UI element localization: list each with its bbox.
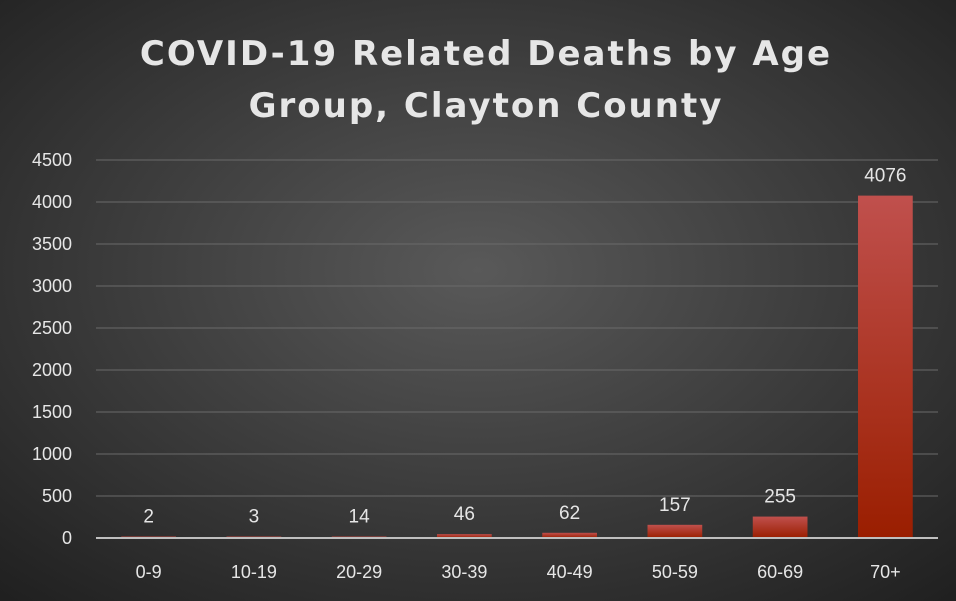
x-tick-label-10-19: 10-19 — [231, 562, 277, 582]
y-tick-label: 3000 — [32, 276, 72, 296]
x-tick-label-30-39: 30-39 — [441, 562, 487, 582]
bar-70+ — [858, 195, 913, 538]
bar-40-49 — [542, 532, 597, 538]
data-label-30-39: 46 — [454, 504, 475, 525]
data-labels: 2 3 14 46 62 157 255 4076 — [143, 166, 906, 528]
data-label-0-9: 2 — [143, 507, 154, 528]
x-tick-label-40-49: 40-49 — [547, 562, 593, 582]
y-tick-label: 4500 — [32, 150, 72, 170]
y-tick-label: 500 — [42, 486, 72, 506]
bars — [121, 195, 913, 538]
chart-title: COVID-19 Related Deaths by Age Group, Cl… — [140, 34, 832, 126]
x-axis-tick-labels: 0-9 10-19 20-29 30-39 40-49 50-59 60-69 70+ — [136, 562, 901, 582]
x-tick-label-0-9: 0-9 — [136, 562, 162, 582]
y-tick-label: 2000 — [32, 360, 72, 380]
y-tick-label: 0 — [62, 528, 72, 548]
x-tick-label-70+: 70+ — [870, 562, 901, 582]
bar-30-39 — [437, 534, 492, 538]
data-label-10-19: 3 — [249, 507, 260, 528]
x-tick-label-50-59: 50-59 — [652, 562, 698, 582]
y-tick-label: 1500 — [32, 402, 72, 422]
y-axis-tick-labels: 0 500 1000 1500 2000 2500 3000 3500 4000 4500 — [32, 150, 72, 548]
data-label-40-49: 62 — [559, 503, 580, 524]
y-tick-label: 4000 — [32, 192, 72, 212]
chart-title-line-1: COVID-19 Related Deaths by Age — [140, 34, 832, 74]
y-tick-label: 2500 — [32, 318, 72, 338]
x-tick-label-60-69: 60-69 — [757, 562, 803, 582]
data-label-70+: 4076 — [864, 166, 906, 187]
bar-60-69 — [752, 516, 808, 538]
bar-50-59 — [647, 524, 703, 538]
y-tick-label: 3500 — [32, 234, 72, 254]
data-label-20-29: 14 — [349, 507, 371, 528]
y-tick-label: 1000 — [32, 444, 72, 464]
data-label-50-59: 157 — [659, 495, 691, 516]
gridlines — [96, 159, 938, 497]
chart-title-line-2: Group, Clayton County — [249, 86, 724, 126]
data-label-60-69: 255 — [764, 487, 796, 508]
x-tick-label-20-29: 20-29 — [336, 562, 382, 582]
